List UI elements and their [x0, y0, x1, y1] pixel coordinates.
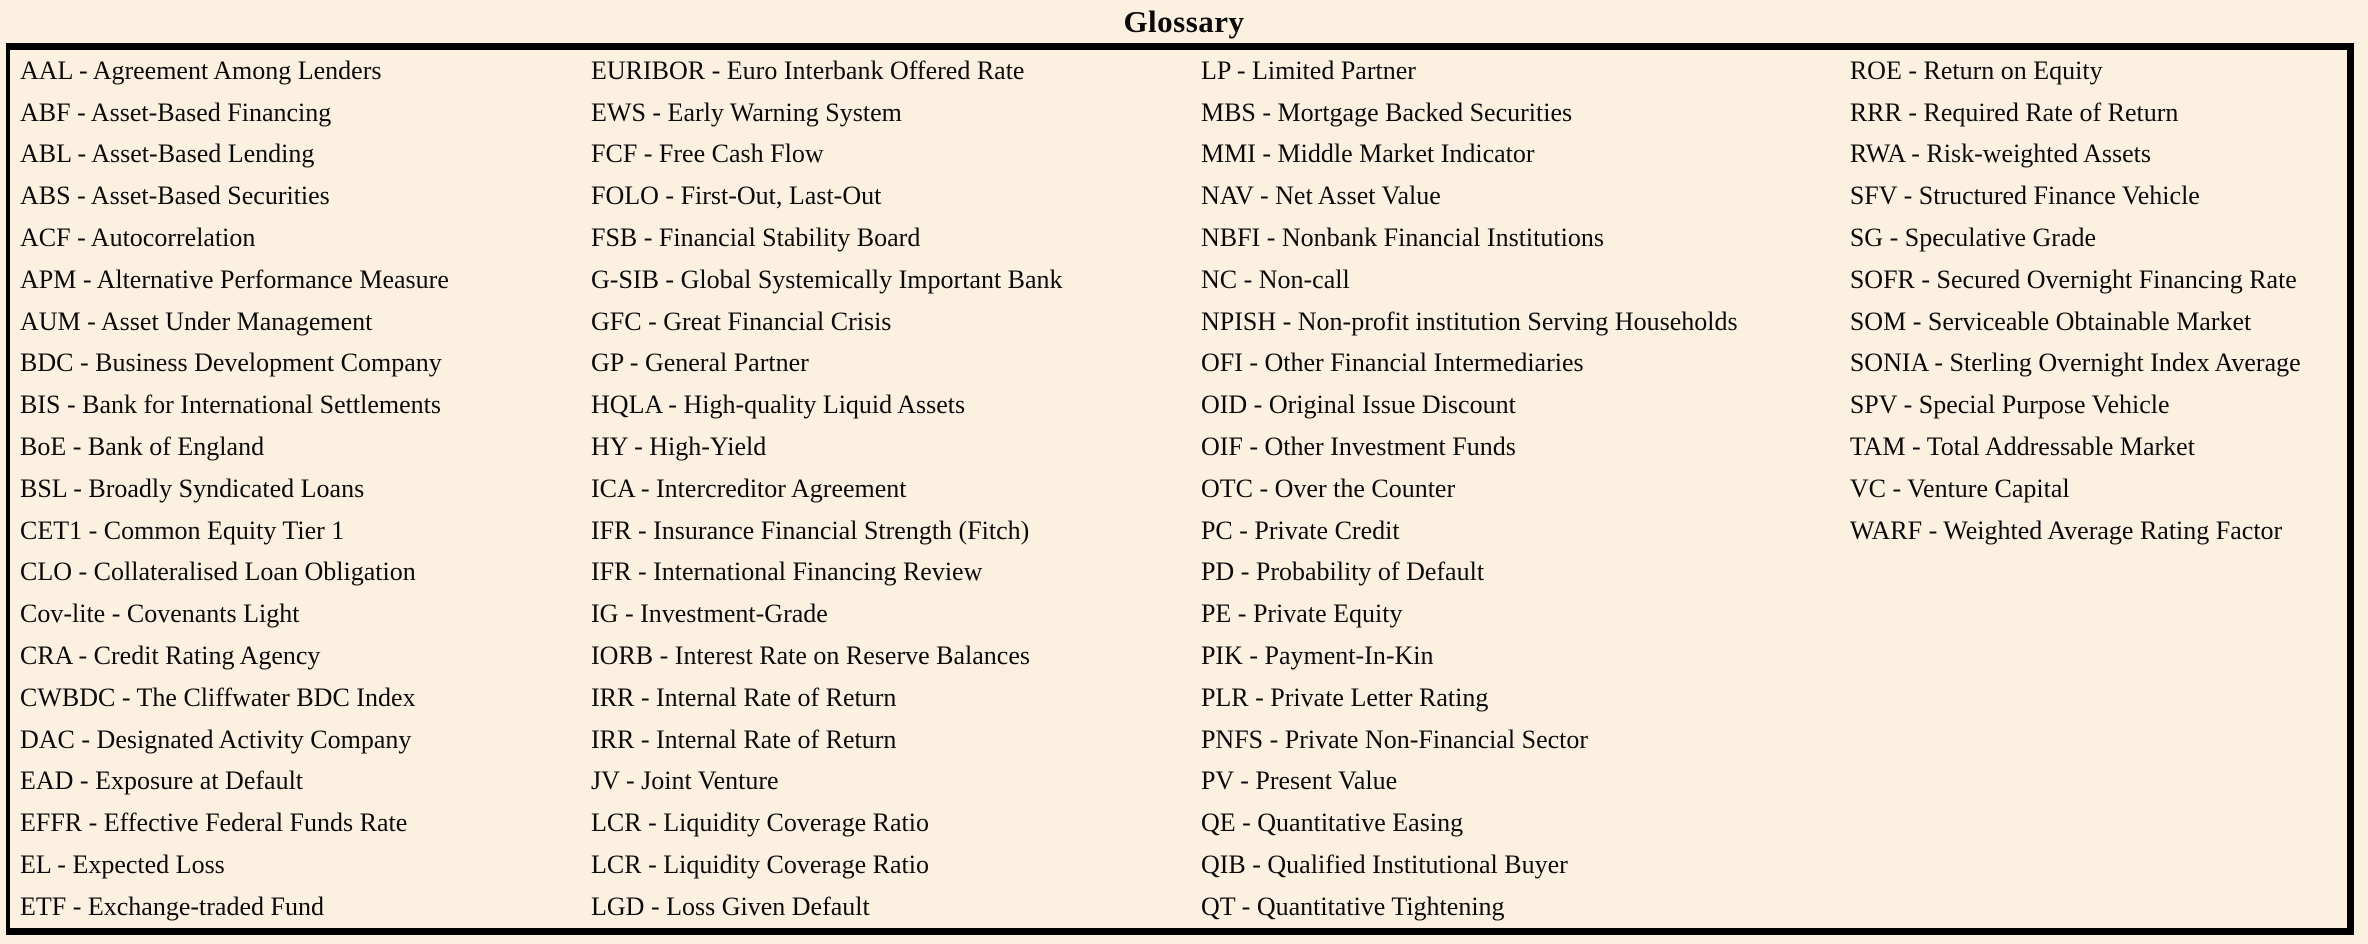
glossary-entry: G-SIB - Global Systemically Important Ba… [591, 264, 1063, 294]
glossary-entry: BIS - Bank for International Settlements [20, 390, 441, 420]
glossary-entry: BDC - Business Development Company [20, 348, 442, 378]
glossary-entry: PNFS - Private Non-Financial Sector [1200, 724, 1589, 754]
glossary-entry: SONIA - Sterling Overnight Index Average [1849, 348, 2301, 378]
glossary-entry: IFR - Insurance Financial Strength (Fitc… [591, 515, 1030, 545]
glossary-entry: IRR - Internal Rate of Return [591, 724, 897, 754]
glossary-box: AAL - Agreement Among Lenders ABF - Asse… [6, 43, 2354, 935]
glossary-entry: SG - Speculative Grade [1849, 223, 2097, 253]
glossary-entry: NC - Non-call [1200, 264, 1350, 294]
glossary-entry: PC - Private Credit [1200, 515, 1400, 545]
glossary-entry: OFI - Other Financial Intermediaries [1200, 348, 1584, 378]
glossary-entry: Cov-lite - Covenants Light [20, 599, 300, 629]
glossary-entry: AUM - Asset Under Management [20, 306, 373, 336]
glossary-entry: GP - General Partner [591, 348, 809, 378]
glossary-entry: ETF - Exchange-traded Fund [20, 891, 324, 921]
glossary-entry: JV - Joint Venture [591, 766, 779, 796]
glossary-entry: PE - Private Equity [1200, 599, 1403, 629]
glossary-entry: IRR - Internal Rate of Return [591, 682, 897, 712]
glossary-entry: SFV - Structured Finance Vehicle [1849, 181, 2200, 211]
glossary-entry: BoE - Bank of England [20, 432, 265, 462]
glossary-entry: NBFI - Nonbank Financial Institutions [1200, 223, 1604, 253]
glossary-column-3: LP - Limited Partner MBS - Mortgage Back… [1201, 50, 1850, 928]
glossary-entry: NAV - Net Asset Value [1200, 181, 1441, 211]
glossary-entry: PIK - Payment-In-Kin [1200, 641, 1434, 671]
glossary-entry: NPISH - Non-profit institution Serving H… [1200, 306, 1738, 336]
glossary-entry: IG - Investment-Grade [591, 599, 828, 629]
glossary-entry: RWA - Risk-weighted Assets [1849, 139, 2152, 169]
glossary-entry: QIB - Qualified Institutional Buyer [1200, 850, 1568, 880]
glossary-entry: MBS - Mortgage Backed Securities [1200, 97, 1573, 127]
glossary-entry: EWS - Early Warning System [591, 97, 902, 127]
glossary-column-2: EURIBOR - Euro Interbank Offered Rate EW… [591, 50, 1201, 928]
glossary-entry: CET1 - Common Equity Tier 1 [20, 515, 345, 545]
glossary-entry: APM - Alternative Performance Measure [20, 264, 449, 294]
glossary-entry: EAD - Exposure at Default [20, 766, 304, 796]
glossary-entry: IFR - International Financing Review [591, 557, 983, 587]
glossary-entry: OTC - Over the Counter [1200, 473, 1456, 503]
glossary-entry: FSB - Financial Stability Board [591, 223, 921, 253]
glossary-entry: PLR - Private Letter Rating [1200, 682, 1489, 712]
glossary-entry: EL - Expected Loss [20, 850, 225, 880]
glossary-entry: TAM - Total Addressable Market [1849, 432, 2195, 462]
glossary-entry: SOFR - Secured Overnight Financing Rate [1849, 264, 2297, 294]
page-title: Glossary [1123, 4, 1245, 39]
glossary-entry: ACF - Autocorrelation [20, 223, 256, 253]
glossary-entry: WARF - Weighted Average Rating Factor [1849, 515, 2283, 545]
glossary-entry: ABL - Asset-Based Lending [20, 139, 315, 169]
glossary-entry: QT - Quantitative Tightening [1200, 891, 1505, 921]
glossary-entry: ROE - Return on Equity [1849, 55, 2103, 85]
glossary-entry: FCF - Free Cash Flow [591, 139, 824, 169]
glossary-entry: HQLA - High-quality Liquid Assets [591, 390, 966, 420]
glossary-entry: DAC - Designated Activity Company [20, 724, 412, 754]
glossary-entry: RRR - Required Rate of Return [1849, 97, 2179, 127]
glossary-entry: EURIBOR - Euro Interbank Offered Rate [591, 55, 1025, 85]
glossary-entry: PD - Probability of Default [1200, 557, 1485, 587]
glossary-entry: QE - Quantitative Easing [1200, 808, 1464, 838]
glossary-entry: LGD - Loss Given Default [591, 891, 870, 921]
glossary-entry: SOM - Serviceable Obtainable Market [1849, 306, 2252, 336]
glossary-entry: LCR - Liquidity Coverage Ratio [591, 850, 929, 880]
glossary-entry: OID - Original Issue Discount [1200, 390, 1516, 420]
glossary-entry: FOLO - First-Out, Last-Out [591, 181, 882, 211]
glossary-column-1: AAL - Agreement Among Lenders ABF - Asse… [20, 50, 591, 928]
glossary-entry: BSL - Broadly Syndicated Loans [20, 473, 365, 503]
glossary-entry: OIF - Other Investment Funds [1200, 432, 1516, 462]
glossary-entry: HY - High-Yield [591, 432, 767, 462]
glossary-entry: AAL - Agreement Among Lenders [20, 55, 382, 85]
glossary-entry: VC - Venture Capital [1849, 473, 2070, 503]
glossary-entry: IORB - Interest Rate on Reserve Balances [591, 641, 1030, 671]
glossary-entry: PV - Present Value [1200, 766, 1398, 796]
glossary-entry: ICA - Intercreditor Agreement [591, 473, 907, 503]
glossary-entry: MMI - Middle Market Indicator [1200, 139, 1535, 169]
glossary-entry: CWBDC - The Cliffwater BDC Index [20, 682, 416, 712]
glossary-entry: LCR - Liquidity Coverage Ratio [591, 808, 929, 838]
glossary-column-4: ROE - Return on Equity RRR - Required Ra… [1850, 50, 2347, 928]
glossary-entry: ABS - Asset-Based Securities [20, 181, 330, 211]
glossary-entry: LP - Limited Partner [1200, 55, 1416, 85]
glossary-entry: CRA - Credit Rating Agency [20, 641, 321, 671]
glossary-entry: SPV - Special Purpose Vehicle [1849, 390, 2170, 420]
glossary-entry: GFC - Great Financial Crisis [591, 306, 892, 336]
glossary-entry: CLO - Collateralised Loan Obligation [20, 557, 416, 587]
glossary-entry: EFFR - Effective Federal Funds Rate [20, 808, 408, 838]
glossary-entry: ABF - Asset-Based Financing [20, 97, 332, 127]
